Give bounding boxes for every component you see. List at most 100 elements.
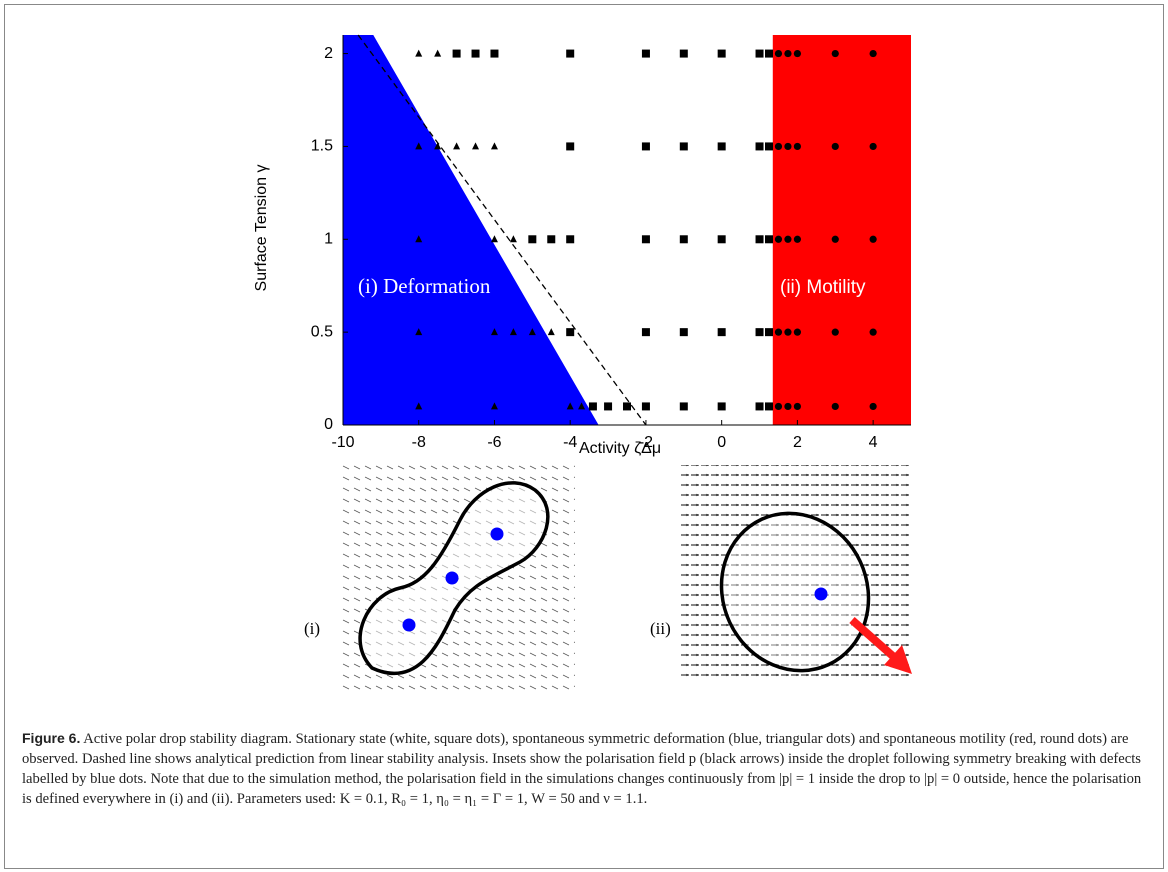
- point: [784, 328, 792, 336]
- point: [755, 328, 764, 337]
- point: [566, 328, 575, 337]
- point: [509, 235, 517, 243]
- region: [343, 35, 599, 425]
- point: [566, 142, 575, 151]
- point: [831, 49, 839, 58]
- point: [869, 142, 877, 151]
- point: [831, 402, 839, 411]
- point: [472, 142, 480, 150]
- inset-label: (i): [304, 619, 320, 638]
- point: [765, 49, 773, 58]
- point: [415, 142, 423, 150]
- y-tick-label: 1.5: [311, 138, 333, 155]
- prediction-line: [357, 34, 647, 426]
- inset-i: (i): [304, 465, 575, 690]
- x-tick-label: 0: [717, 434, 726, 451]
- point: [415, 328, 423, 336]
- point: [784, 235, 792, 243]
- y-tick-label: 1: [324, 231, 333, 248]
- x-tick-label: 4: [869, 434, 878, 451]
- phase-diagram: (i) Deformation (ii) Motility 0 0.5 1 1.5 2 -10…: [253, 34, 911, 457]
- point: [717, 328, 726, 337]
- point: [793, 49, 802, 58]
- defect: [490, 527, 504, 541]
- point: [547, 235, 556, 244]
- y-tick-label: 2: [324, 45, 333, 62]
- point: [774, 402, 783, 411]
- inset-ii: (ii): [650, 465, 912, 680]
- point: [566, 49, 575, 58]
- point: [831, 142, 839, 151]
- point: [765, 328, 773, 337]
- point: [604, 402, 613, 411]
- point: [588, 402, 597, 411]
- caption: Figure 6. Active polar drop stability di…: [22, 728, 1147, 809]
- x-tick-label: -2: [639, 434, 653, 451]
- droplet-outline: [719, 511, 871, 673]
- point: [578, 402, 586, 410]
- point: [869, 328, 877, 336]
- y-axis-label: Surface Tension γ: [253, 165, 270, 292]
- point: [471, 49, 480, 58]
- point: [434, 49, 442, 57]
- point: [869, 402, 877, 411]
- point: [755, 402, 764, 411]
- point: [784, 49, 792, 58]
- point: [717, 49, 726, 58]
- region-label: (ii) Motility: [780, 277, 866, 298]
- point: [509, 328, 517, 336]
- region: [772, 35, 911, 425]
- point: [717, 142, 726, 151]
- point: [452, 49, 461, 58]
- point: [774, 142, 783, 151]
- defect: [814, 587, 828, 601]
- point: [765, 142, 773, 151]
- point: [784, 142, 792, 151]
- region-label: (i) Deformation: [358, 274, 491, 298]
- point: [755, 49, 764, 58]
- point: [547, 328, 555, 336]
- y-tick-label: 0.5: [311, 323, 333, 340]
- point: [774, 328, 783, 336]
- point: [679, 49, 688, 58]
- point: [869, 235, 877, 243]
- defect: [402, 618, 416, 632]
- point: [869, 49, 877, 58]
- point: [717, 402, 726, 411]
- polarisation-field: [680, 465, 910, 680]
- point: [774, 49, 783, 58]
- point: [679, 402, 688, 411]
- point: [831, 235, 839, 243]
- point: [717, 235, 726, 244]
- point: [566, 402, 574, 410]
- x-tick-label: -10: [331, 434, 354, 451]
- point: [641, 49, 650, 58]
- point: [831, 328, 839, 336]
- point: [755, 142, 764, 151]
- point: [679, 235, 688, 244]
- velocity-arrow-head: [884, 645, 912, 674]
- x-tick-label: -4: [563, 434, 577, 451]
- point: [774, 235, 783, 243]
- point: [490, 235, 498, 243]
- point: [793, 328, 802, 336]
- point: [765, 402, 773, 411]
- x-axis-label: Activity ζΔμ: [579, 440, 661, 457]
- point: [415, 235, 423, 243]
- point: [641, 235, 650, 244]
- point: [679, 142, 688, 151]
- point: [528, 235, 537, 244]
- y-tick-label: 0: [324, 416, 333, 433]
- point: [641, 142, 650, 151]
- point: [755, 235, 764, 244]
- point: [765, 235, 773, 244]
- point: [490, 49, 499, 58]
- point: [679, 328, 688, 337]
- x-tick-label: -8: [412, 434, 426, 451]
- point: [793, 142, 802, 151]
- point: [490, 328, 498, 336]
- point: [415, 402, 423, 410]
- point: [784, 402, 792, 411]
